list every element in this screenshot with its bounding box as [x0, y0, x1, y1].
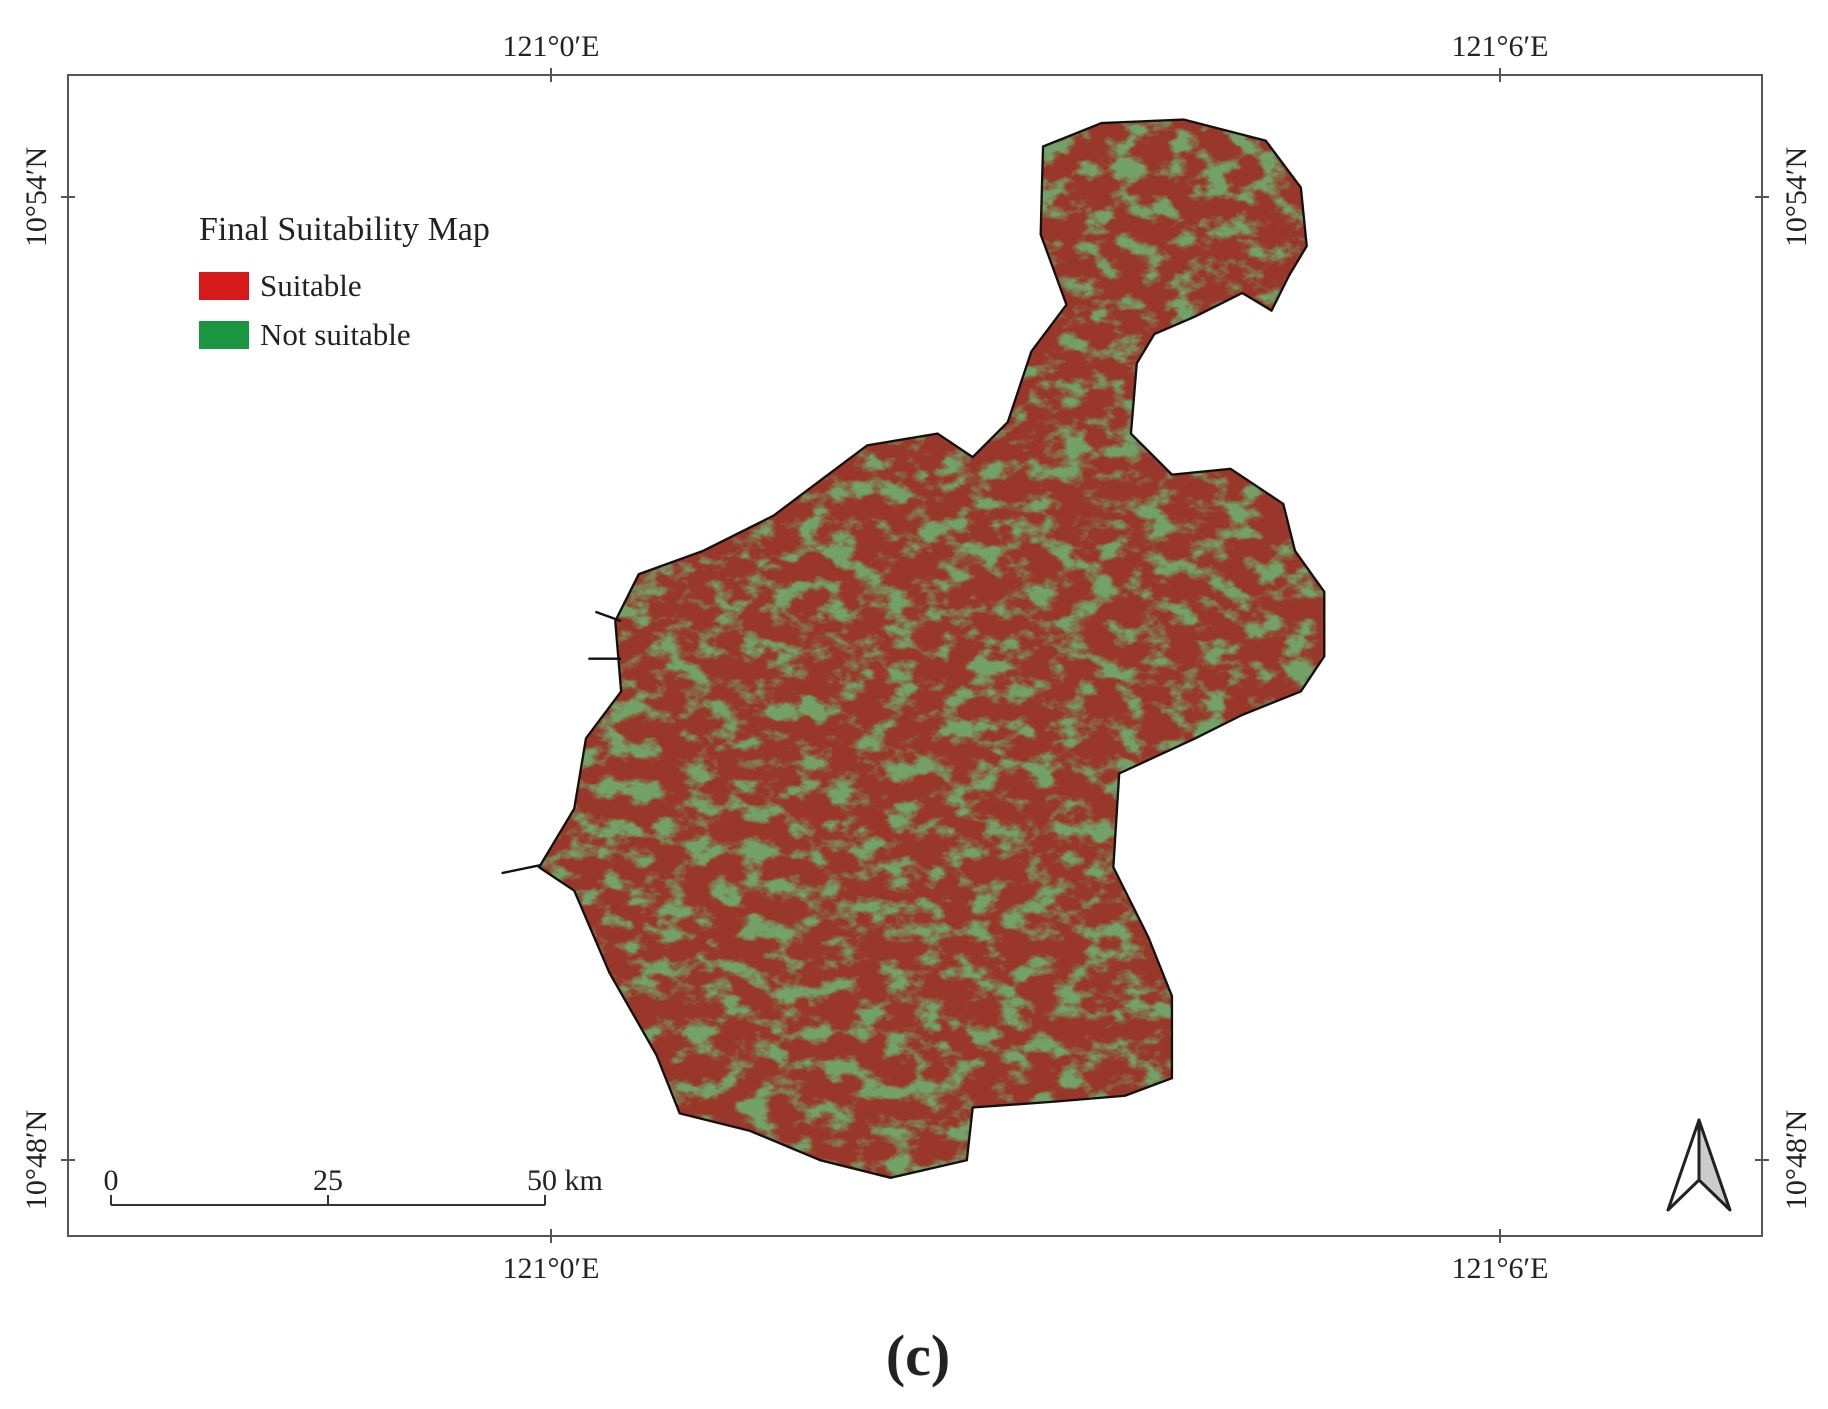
lat-label: 10°54′N [20, 147, 53, 247]
scale-label: 0 [104, 1164, 119, 1197]
legend: Suitable Not suitable [199, 268, 411, 352]
north-arrow [1666, 1118, 1732, 1212]
legend-title: Final Suitability Map [199, 211, 490, 248]
legend-label: Suitable [260, 268, 362, 303]
scale-label: 50 km [527, 1164, 603, 1197]
legend-swatch [199, 321, 249, 349]
legend-label: Not suitable [260, 317, 411, 352]
coastline [501, 118, 1326, 1179]
graticule-labels: 121°0′E 121°0′E 121°6′E 121°6′E 10°54′N 10°54… [20, 30, 1813, 1285]
lon-label: 121°0′E [503, 30, 600, 63]
caption: (c) [886, 1323, 950, 1388]
lat-label: 10°48′N [20, 1110, 53, 1210]
scale-label: 25 [313, 1164, 343, 1197]
legend-swatch [199, 272, 249, 300]
lat-label: 10°54′N [1780, 147, 1813, 247]
lon-label: 121°6′E [1452, 30, 1549, 63]
scale-bar [110, 1195, 546, 1206]
lat-label: 10°48′N [1780, 1110, 1813, 1210]
lon-label: 121°0′E [503, 1252, 600, 1285]
lon-label: 121°6′E [1452, 1252, 1549, 1285]
